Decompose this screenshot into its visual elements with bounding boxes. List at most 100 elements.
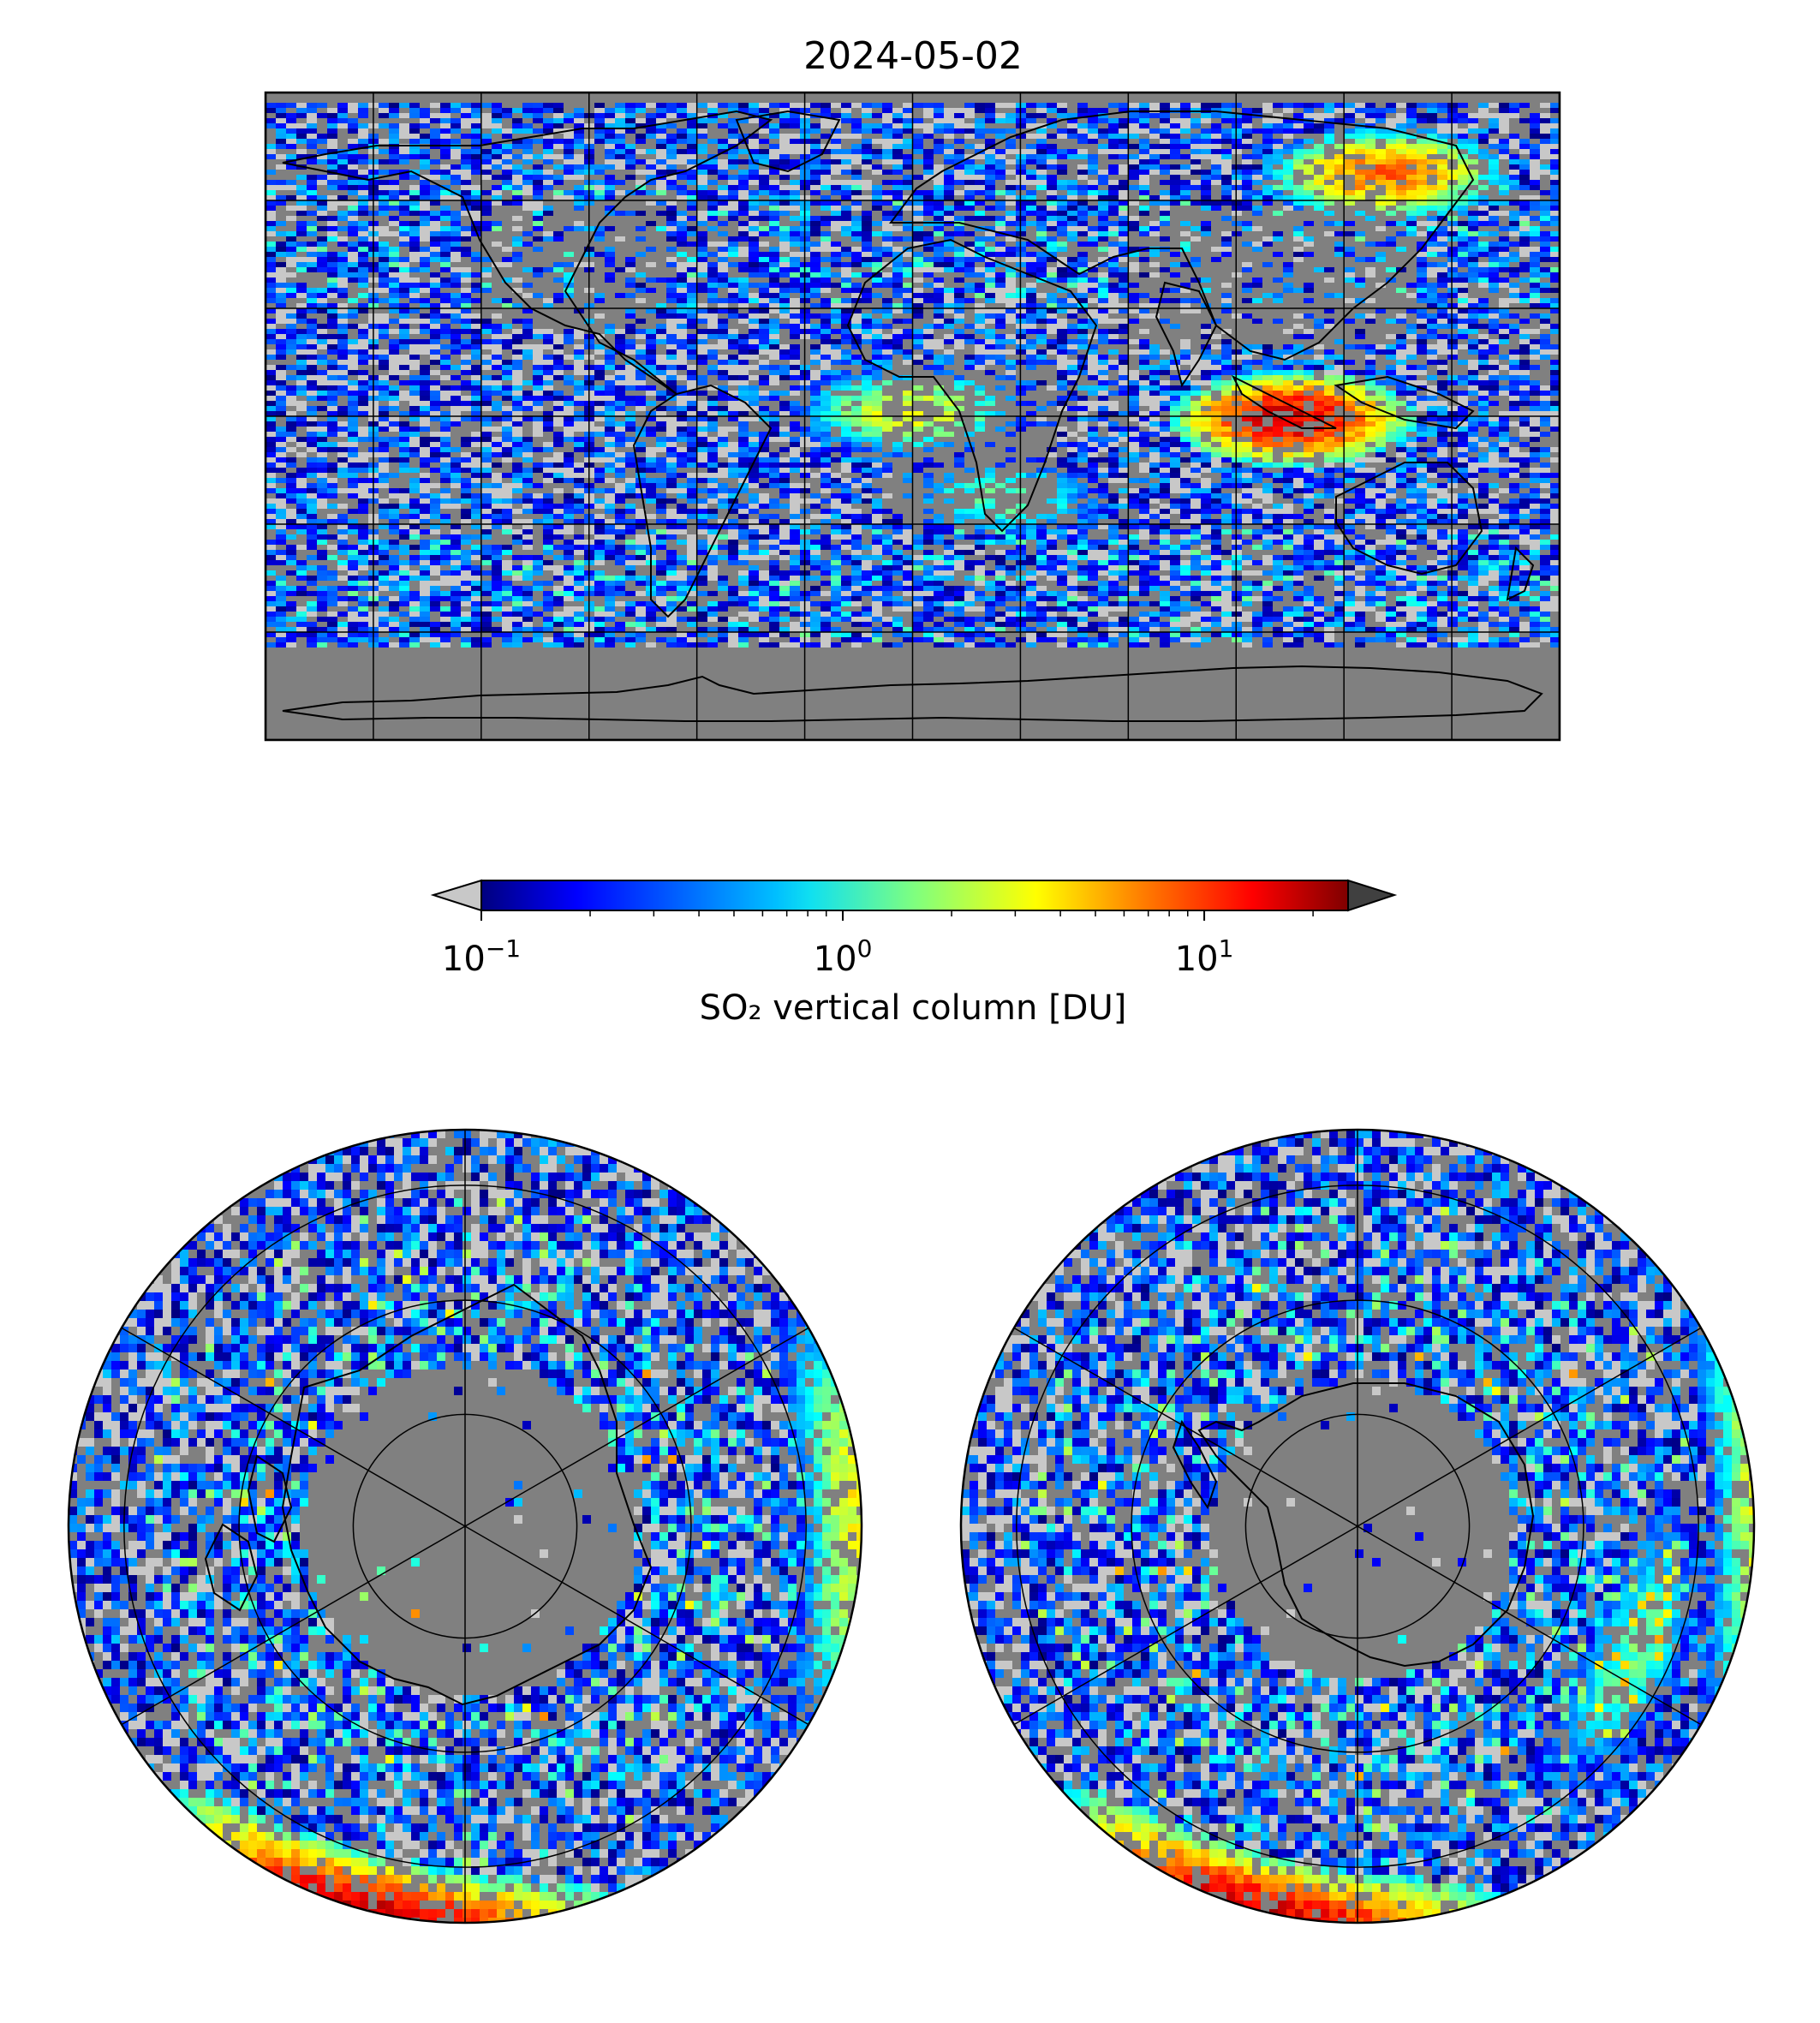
- data-cell: [759, 298, 769, 303]
- data-cell: [882, 355, 892, 360]
- data-cell: [1262, 175, 1273, 180]
- data-cell: [1252, 149, 1262, 154]
- data-cell: [687, 195, 697, 200]
- data-cell: [461, 113, 471, 118]
- data-cell: [749, 308, 759, 313]
- data-cell: [656, 200, 666, 206]
- data-cell: [605, 329, 615, 334]
- data-cell: [934, 195, 944, 200]
- data-cell: [1499, 324, 1509, 329]
- data-cell: [985, 226, 995, 231]
- data-cell: [872, 231, 882, 236]
- data-cell: [471, 154, 481, 159]
- data-cell: [317, 257, 327, 262]
- data-cell: [276, 231, 286, 236]
- data-cell: [512, 355, 522, 360]
- data-cell: [677, 185, 687, 190]
- data-cell: [666, 134, 677, 139]
- data-cell: [1057, 288, 1067, 293]
- data-cell: [810, 385, 820, 391]
- data-cell: [1170, 288, 1180, 293]
- data-cell: [1355, 180, 1365, 185]
- data-cell: [666, 108, 677, 113]
- data-cell: [656, 118, 666, 123]
- data-cell: [1108, 206, 1119, 211]
- data-cell: [862, 164, 872, 170]
- data-cell: [471, 344, 481, 349]
- data-cell: [1180, 113, 1190, 118]
- data-cell: [296, 226, 307, 231]
- data-cell: [1170, 298, 1180, 303]
- data-cell: [964, 252, 975, 257]
- data-cell: [656, 103, 666, 108]
- data-cell: [1375, 113, 1386, 118]
- data-cell: [1139, 272, 1149, 277]
- data-cell: [964, 164, 975, 170]
- data-cell: [327, 313, 337, 319]
- data-cell: [892, 226, 903, 231]
- data-cell: [409, 339, 420, 344]
- data-cell: [492, 154, 502, 159]
- data-cell: [1077, 175, 1088, 180]
- data-cell: [913, 313, 923, 319]
- data-cell: [430, 349, 440, 355]
- data-cell: [1458, 344, 1468, 349]
- data-cell: [1119, 180, 1129, 185]
- data-cell: [841, 118, 851, 123]
- data-cell: [1129, 134, 1139, 139]
- data-cell: [1540, 103, 1550, 108]
- data-cell: [379, 252, 389, 257]
- data-cell: [882, 242, 892, 247]
- data-cell: [1499, 236, 1509, 242]
- data-cell: [1396, 159, 1406, 164]
- data-cell: [810, 128, 820, 134]
- data-cell: [1499, 391, 1509, 396]
- data-cell: [1149, 154, 1160, 159]
- data-cell: [1540, 164, 1550, 170]
- data-cell: [430, 221, 440, 226]
- data-cell: [1375, 242, 1386, 247]
- data-cell: [615, 385, 625, 391]
- data-cell: [964, 175, 975, 180]
- data-cell: [1047, 211, 1057, 216]
- data-cell: [379, 180, 389, 185]
- data-cell: [1067, 231, 1077, 236]
- data-cell: [1201, 103, 1211, 108]
- data-cell: [934, 200, 944, 206]
- data-cell: [820, 380, 831, 385]
- data-cell: [1427, 108, 1437, 113]
- data-cell: [1386, 221, 1396, 226]
- data-cell: [1221, 149, 1232, 154]
- data-cell: [1386, 190, 1396, 195]
- data-cell: [1211, 144, 1221, 149]
- data-cell: [461, 195, 471, 200]
- data-cell: [451, 123, 461, 128]
- data-cell: [1293, 334, 1304, 339]
- data-cell: [317, 385, 327, 391]
- data-cell: [892, 190, 903, 195]
- data-cell: [1047, 221, 1057, 226]
- data-cell: [820, 123, 831, 128]
- data-cell: [420, 195, 430, 200]
- data-cell: [276, 103, 286, 108]
- data-cell: [1293, 195, 1304, 200]
- data-cell: [738, 252, 749, 257]
- data-cell: [738, 365, 749, 370]
- data-cell: [1458, 380, 1468, 385]
- data-cell: [1386, 149, 1396, 154]
- data-cell: [1242, 298, 1252, 303]
- data-cell: [1211, 360, 1221, 365]
- data-cell: [358, 211, 368, 216]
- data-cell: [564, 154, 574, 159]
- data-cell: [471, 231, 481, 236]
- data-cell: [934, 139, 944, 144]
- data-cell: [1119, 118, 1129, 123]
- data-cell: [1550, 175, 1560, 180]
- data-cell: [481, 329, 492, 334]
- data-cell: [1283, 349, 1293, 355]
- data-cell: [779, 123, 790, 128]
- data-cell: [687, 118, 697, 123]
- data-cell: [1468, 344, 1478, 349]
- data-cell: [913, 134, 923, 139]
- data-cell: [810, 190, 820, 195]
